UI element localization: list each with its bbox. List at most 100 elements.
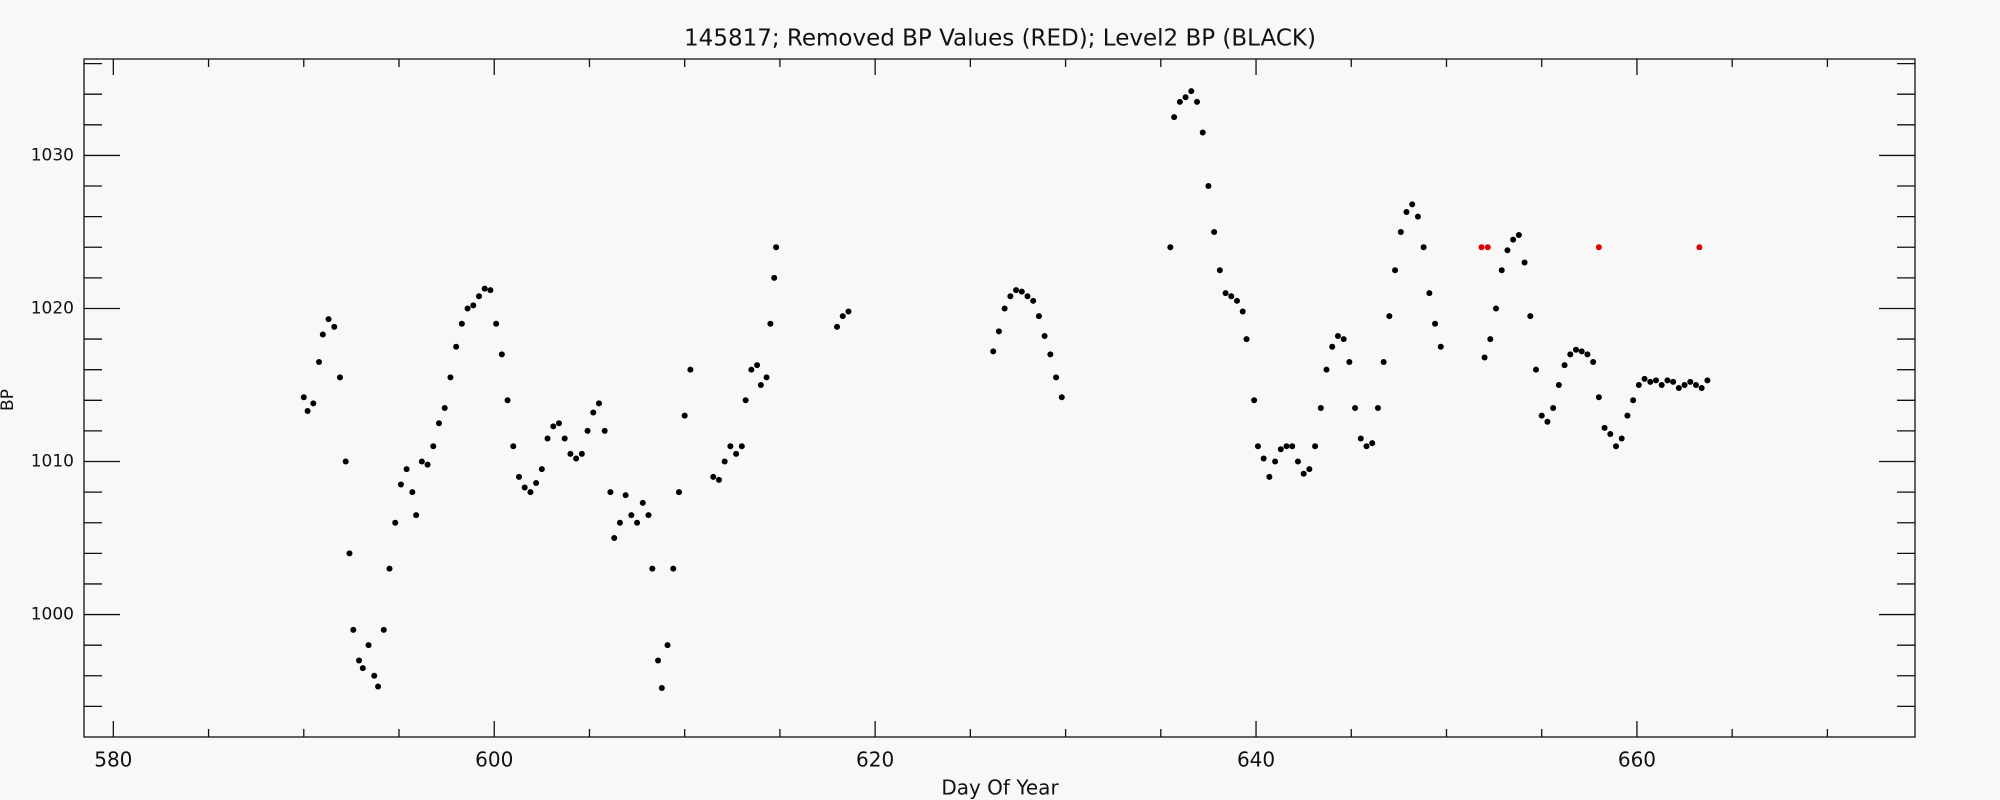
data-point	[1013, 287, 1020, 294]
data-point	[573, 455, 580, 462]
data-point	[1041, 333, 1048, 340]
data-point	[1544, 418, 1551, 425]
data-point	[441, 404, 448, 411]
data-point	[1334, 333, 1341, 340]
data-point	[1584, 351, 1591, 358]
data-point	[510, 443, 517, 450]
data-point	[767, 320, 774, 327]
data-point	[1363, 443, 1370, 450]
data-point	[413, 512, 420, 519]
x-tick-label: 660	[1618, 748, 1656, 772]
data-point	[1317, 404, 1324, 411]
data-point	[1595, 244, 1602, 251]
x-tick-label: 600	[475, 748, 513, 772]
data-point	[616, 519, 623, 526]
data-point	[1346, 359, 1353, 366]
data-point	[1283, 443, 1290, 450]
data-point	[1392, 267, 1399, 274]
data-point	[424, 461, 431, 468]
y-tick-label: 1000	[31, 605, 74, 625]
data-point	[304, 408, 311, 415]
data-point	[1294, 458, 1301, 465]
data-point	[1624, 412, 1631, 419]
data-point	[611, 535, 618, 542]
data-point	[628, 512, 635, 519]
data-point	[1222, 290, 1229, 297]
data-point	[1289, 443, 1296, 450]
data-point	[1704, 377, 1711, 384]
data-point	[550, 423, 557, 430]
data-point	[1515, 232, 1522, 239]
data-point	[1171, 114, 1178, 121]
data-point	[845, 308, 852, 315]
data-point	[1254, 443, 1261, 450]
data-point	[1578, 348, 1585, 355]
data-point	[715, 476, 722, 483]
data-point	[1635, 381, 1642, 388]
data-point	[1481, 354, 1488, 361]
data-point	[1243, 336, 1250, 343]
data-point	[757, 381, 764, 388]
data-point	[1340, 336, 1347, 343]
x-tick-label: 620	[856, 748, 894, 772]
data-point	[639, 499, 646, 506]
data-point	[1251, 397, 1258, 404]
data-point	[1550, 404, 1557, 411]
y-axis-label: BP	[0, 389, 18, 411]
data-point	[538, 466, 545, 473]
data-point	[1272, 458, 1279, 465]
y-tick-label: 1020	[31, 298, 74, 318]
data-point	[1567, 351, 1574, 358]
data-point	[346, 550, 353, 557]
y-tick-label: 1030	[31, 145, 74, 165]
data-point	[1696, 244, 1703, 251]
data-point	[375, 683, 382, 690]
data-point	[1035, 313, 1042, 320]
data-point	[325, 316, 332, 323]
data-point	[350, 626, 357, 633]
data-point	[1478, 244, 1485, 251]
data-point	[1437, 343, 1444, 350]
data-point	[464, 305, 471, 312]
data-point	[392, 519, 399, 526]
data-point	[1386, 313, 1393, 320]
data-point	[649, 565, 656, 572]
data-point	[1058, 394, 1065, 401]
data-point	[622, 492, 629, 499]
data-point	[1527, 313, 1534, 320]
data-point	[1493, 305, 1500, 312]
data-point	[1260, 455, 1267, 462]
data-point	[533, 479, 540, 486]
data-point	[1555, 381, 1562, 388]
data-point	[607, 489, 614, 496]
data-point	[1641, 375, 1648, 382]
data-point	[1409, 201, 1416, 208]
data-point	[1432, 320, 1439, 327]
data-point	[310, 400, 317, 407]
data-point	[436, 420, 443, 427]
data-point	[727, 443, 734, 450]
data-point	[1612, 443, 1619, 450]
data-point	[409, 489, 416, 496]
data-point	[754, 362, 761, 369]
x-tick-label: 640	[1237, 748, 1275, 772]
data-point	[1561, 362, 1568, 369]
data-point	[1630, 397, 1637, 404]
data-point	[681, 412, 688, 419]
data-point	[1675, 385, 1682, 392]
data-point	[481, 285, 488, 292]
data-point	[567, 450, 574, 457]
data-point	[1572, 346, 1579, 353]
data-point	[430, 443, 437, 450]
data-point	[1618, 435, 1625, 442]
data-point	[1352, 404, 1359, 411]
data-point	[645, 512, 652, 519]
data-point	[733, 450, 740, 457]
data-point	[1521, 259, 1528, 266]
data-point	[1233, 297, 1240, 304]
data-point	[1323, 366, 1330, 373]
data-point	[675, 489, 682, 496]
data-point	[1182, 94, 1189, 101]
